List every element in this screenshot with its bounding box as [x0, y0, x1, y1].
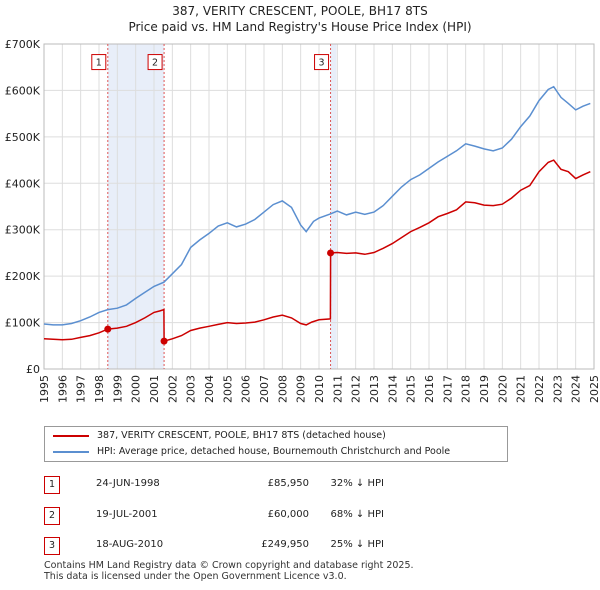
transaction-badge: 1: [44, 476, 60, 494]
legend-item-hpi: HPI: Average price, detached house, Bour…: [53, 444, 450, 460]
sale-label: 3: [319, 58, 325, 69]
transaction-hpi: 32% ↓ HPI: [330, 478, 384, 489]
sale-label-box: [314, 54, 330, 71]
x-tick-label: 2010: [313, 375, 326, 403]
x-tick-label: 2023: [551, 375, 564, 403]
x-tick-label: 2002: [166, 375, 179, 403]
x-tick-label: 2018: [460, 375, 473, 403]
x-tick-label: 2022: [533, 375, 546, 403]
chart-title: 387, VERITY CRESCENT, POOLE, BH17 8TS: [172, 4, 428, 18]
x-tick-label: 2024: [570, 375, 583, 403]
sale-point: [104, 325, 112, 333]
x-tick-label: 2025: [588, 375, 600, 403]
plot-border: [43, 43, 595, 370]
transaction-badge: 3: [44, 537, 60, 555]
x-tick-label: 2005: [221, 375, 234, 403]
transaction-row: 3 18-AUG-2010 £249,950 25% ↓ HPI: [44, 537, 464, 557]
sale-point: [160, 337, 168, 345]
sale-label-box: [91, 54, 107, 71]
sale-label: 1: [96, 58, 102, 69]
transaction-hpi: 25% ↓ HPI: [330, 539, 384, 550]
transaction-price: £249,950: [261, 539, 309, 550]
x-tick-label: 1996: [56, 375, 69, 403]
x-tick-label: 2014: [386, 375, 399, 403]
x-tick-label: 2011: [331, 375, 344, 403]
transaction-date: 19-JUL-2001: [96, 509, 158, 520]
y-tick-label: £400K: [5, 177, 41, 190]
transaction-row: 1 24-JUN-1998 £85,950 32% ↓ HPI: [44, 476, 464, 496]
y-tick-label: £200K: [5, 270, 41, 283]
x-tick-label: 1999: [111, 375, 124, 403]
hpi-line: [43, 85, 591, 326]
x-tick-label: 2006: [240, 375, 253, 403]
transaction-row: 2 19-JUL-2001 £60,000 68% ↓ HPI: [44, 507, 464, 527]
y-tick-label: £0: [26, 363, 40, 376]
x-tick-label: 2021: [515, 375, 528, 403]
legend-swatch-property: [53, 434, 89, 437]
y-tick-label: £500K: [5, 131, 41, 144]
y-tick-label: £600K: [5, 84, 41, 97]
x-tick-label: 2009: [295, 375, 308, 403]
x-tick-label: 2004: [203, 375, 216, 403]
y-tick-label: £700K: [5, 38, 41, 51]
transaction-date: 18-AUG-2010: [96, 539, 164, 550]
legend-label-hpi: HPI: Average price, detached house, Bour…: [97, 446, 451, 457]
x-tick-label: 2000: [130, 375, 143, 403]
legend-swatch-hpi: [53, 450, 89, 453]
sale-point: [327, 249, 335, 257]
x-tick-label: 2020: [496, 375, 509, 403]
x-tick-label: 2003: [185, 375, 198, 403]
legend-item-property: 387, VERITY CRESCENT, POOLE, BH17 8TS (d…: [53, 428, 386, 444]
x-tick-label: 2013: [368, 375, 381, 403]
x-tick-label: 1998: [93, 375, 106, 403]
property-price-line: [43, 159, 591, 343]
x-tick-label: 2012: [350, 375, 363, 403]
x-tick-label: 2008: [276, 375, 289, 403]
transaction-price: £60,000: [267, 509, 309, 520]
footer-copyright: Contains HM Land Registry data © Crown c…: [44, 560, 414, 571]
x-tick-label: 2001: [148, 375, 161, 403]
x-tick-label: 2007: [258, 375, 271, 403]
transaction-badge: 2: [44, 507, 60, 525]
x-tick-label: 2016: [423, 375, 436, 403]
legend: 387, VERITY CRESCENT, POOLE, BH17 8TS (d…: [44, 426, 508, 462]
sale-label-box: [147, 54, 163, 71]
x-tick-label: 2019: [478, 375, 491, 403]
x-tick-label: 2017: [441, 375, 454, 403]
chart-subtitle: Price paid vs. HM Land Registry's House …: [128, 20, 472, 34]
transaction-hpi: 68% ↓ HPI: [330, 509, 384, 520]
transaction-price: £85,950: [267, 478, 309, 489]
legend-label-property: 387, VERITY CRESCENT, POOLE, BH17 8TS (d…: [97, 430, 386, 441]
x-tick-label: 2015: [405, 375, 418, 403]
transaction-date: 24-JUN-1998: [96, 478, 160, 489]
shaded-range: [330, 44, 337, 369]
x-tick-label: 1995: [38, 375, 51, 403]
sale-label: 2: [152, 58, 158, 69]
footer-license: This data is licensed under the Open Gov…: [44, 571, 347, 582]
x-tick-label: 1997: [75, 375, 88, 403]
price-chart: £0 £100K £200K £300K £400K £500K £600K £700K 199…: [5, 38, 600, 403]
y-tick-label: £100K: [5, 317, 41, 330]
y-tick-label: £300K: [5, 224, 41, 237]
